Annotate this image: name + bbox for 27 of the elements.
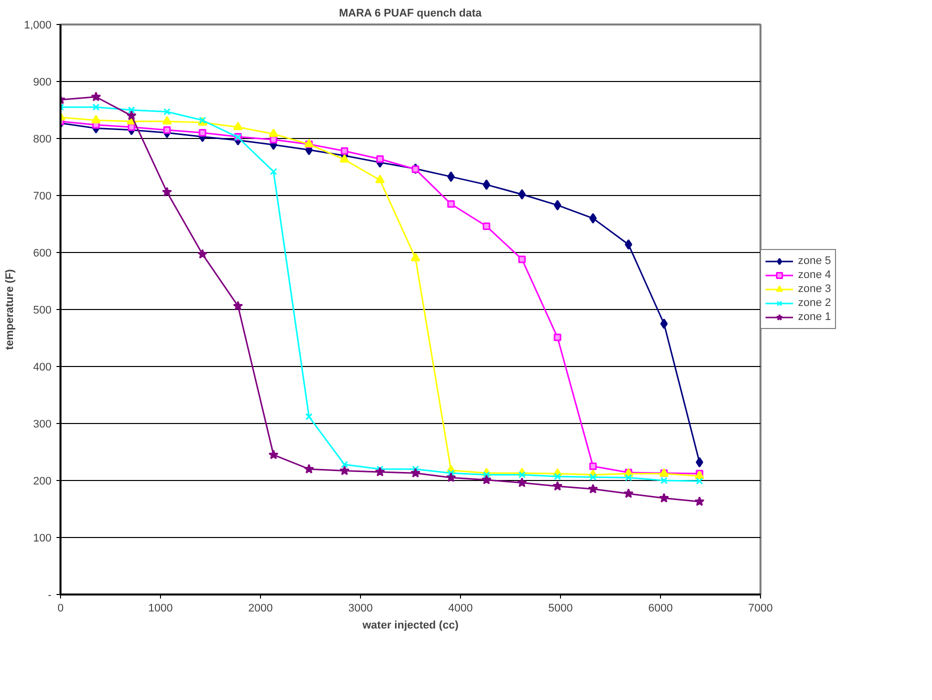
x-axis-title: water injected (cc) [362, 620, 459, 632]
y-tick-label: - [48, 590, 52, 602]
legend-label: zone 3 [798, 282, 832, 296]
y-tick-label: 500 [33, 304, 52, 316]
x-tick-label: 4000 [448, 602, 473, 614]
y-tick-label: 800 [33, 134, 52, 146]
legend-label: zone 4 [798, 268, 832, 282]
x-tick-label: 7000 [748, 602, 773, 614]
y-tick-label: 200 [33, 476, 52, 488]
x-tick-label: 3000 [348, 602, 373, 614]
y-tick-label: 1,000 [24, 20, 52, 32]
legend-label: zone 1 [798, 310, 832, 324]
y-tick-label: 600 [33, 248, 52, 260]
legend-label: zone 5 [798, 254, 832, 268]
x-tick-label: 5000 [548, 602, 573, 614]
legend-label: zone 2 [798, 296, 832, 310]
x-tick-label: 6000 [648, 602, 673, 614]
y-tick-label: 300 [33, 418, 52, 430]
x-tick-label: 0 [57, 602, 64, 614]
y-tick-label: 100 [33, 532, 52, 544]
y-tick-label: 700 [33, 190, 52, 202]
x-tick-label: 2000 [248, 602, 273, 614]
y-tick-label: 400 [33, 362, 52, 374]
y-tick-label: 900 [33, 76, 52, 88]
chart-title: MARA 6 PUAF quench data [338, 8, 482, 20]
x-tick-label: 1000 [148, 602, 173, 614]
y-axis-title: temperature (F) [4, 268, 16, 350]
